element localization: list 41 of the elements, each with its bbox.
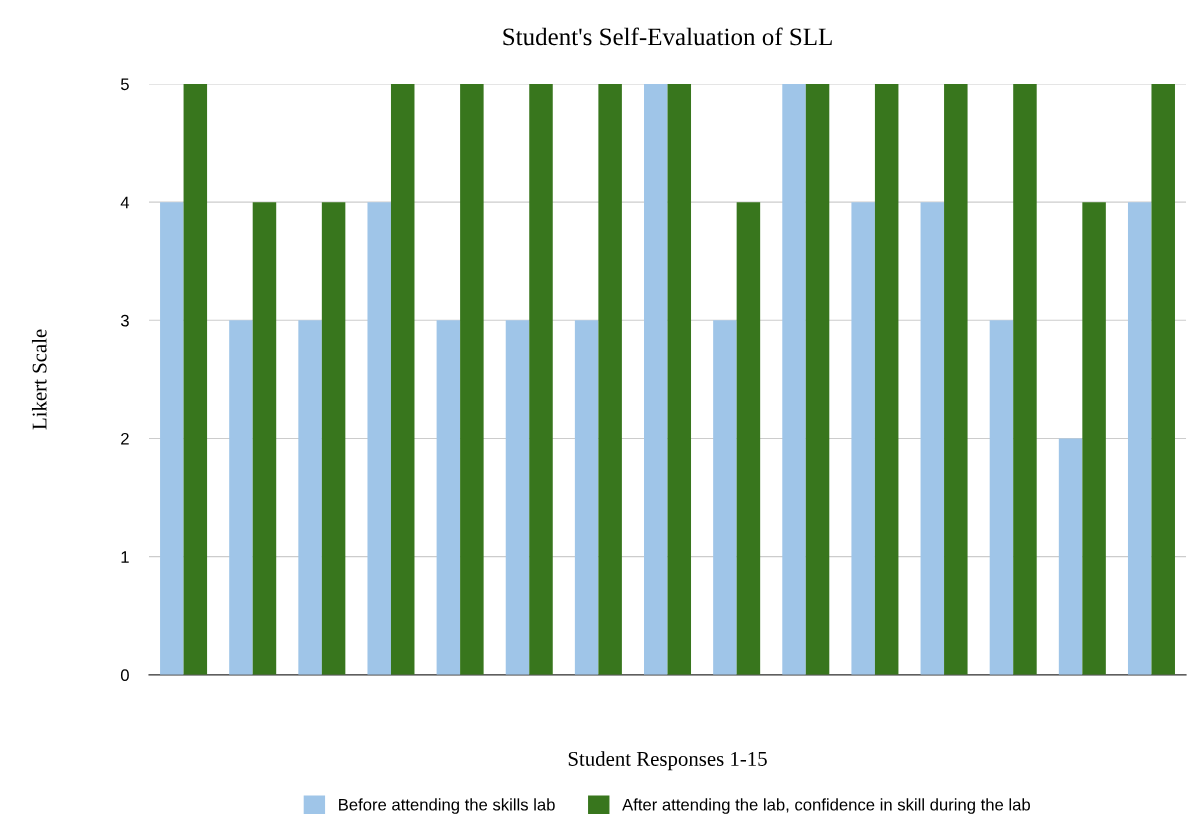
bar xyxy=(736,202,761,675)
bar xyxy=(505,320,530,675)
bar xyxy=(944,83,968,675)
bar xyxy=(782,83,806,675)
bar xyxy=(390,83,415,675)
bar xyxy=(1013,83,1037,675)
bar xyxy=(436,320,461,675)
bar xyxy=(574,320,599,675)
bar xyxy=(1082,202,1106,675)
bar xyxy=(1151,83,1175,675)
bar xyxy=(713,320,737,675)
bar xyxy=(667,83,692,675)
y-tick-label: 2 xyxy=(121,432,129,445)
bar xyxy=(874,83,899,675)
bar xyxy=(644,83,668,675)
bar xyxy=(367,202,391,675)
bar xyxy=(183,83,208,675)
bar xyxy=(1058,438,1083,675)
bar xyxy=(805,83,830,675)
bar xyxy=(920,202,945,675)
bar xyxy=(321,202,346,675)
bar xyxy=(989,320,1014,675)
bar xyxy=(1127,202,1152,675)
bar xyxy=(160,202,184,675)
bar xyxy=(851,202,875,675)
y-tick-label: 1 xyxy=(121,551,129,563)
y-tick-label: 5 xyxy=(120,78,129,91)
y-tick-label: 0 xyxy=(120,669,129,682)
bar xyxy=(529,83,553,675)
chart-title: Student's Self-Evaluation of SLL xyxy=(503,27,832,46)
bar xyxy=(598,83,622,675)
x-axis-title: Student Responses 1-15 xyxy=(568,751,767,771)
bar xyxy=(298,320,322,675)
legend-label: After attending the lab, confidence in skill during the lab xyxy=(622,798,1030,814)
bar xyxy=(229,320,253,675)
bar xyxy=(252,202,277,675)
y-tick-label: 4 xyxy=(120,196,130,209)
y-tick-label: 3 xyxy=(120,314,129,327)
bar xyxy=(460,83,484,675)
legend-label: Before attending the skills lab xyxy=(339,798,555,814)
y-axis-title: Likert Scale xyxy=(31,329,47,430)
